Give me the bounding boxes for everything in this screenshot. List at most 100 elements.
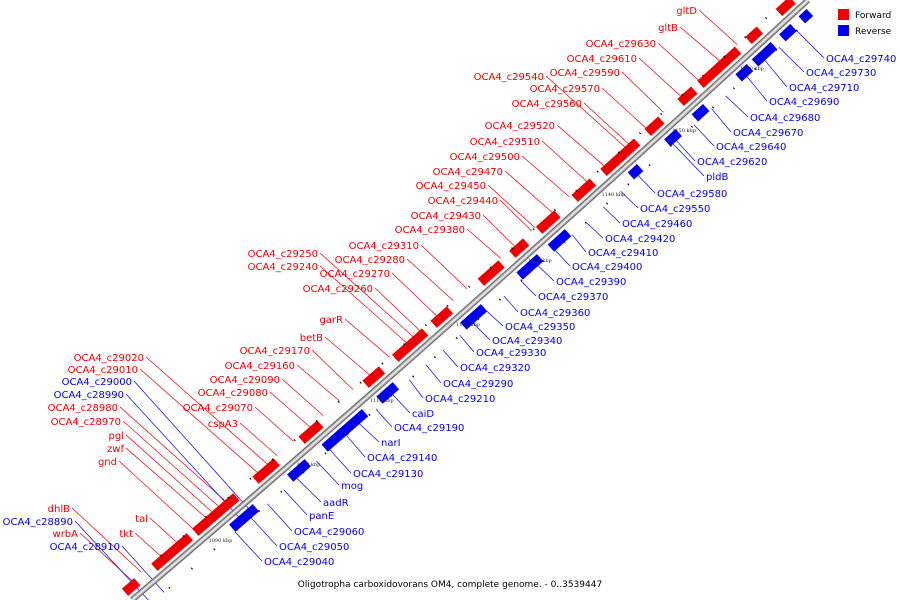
reverse-leader-line (672, 143, 705, 177)
forward-leader-line (698, 9, 738, 45)
forward-leader-line (601, 87, 647, 129)
reverse-leader-line (572, 234, 587, 253)
forward-label-cspa3: cspA3 (208, 419, 238, 430)
tick-label-1160-kbp: 1160 kbp (740, 66, 764, 72)
forward-leader-line (125, 434, 213, 513)
tick-mark (511, 247, 514, 250)
forward-gene-2 (192, 493, 240, 536)
reverse-leader-line (503, 295, 519, 313)
tick-mark (627, 183, 630, 186)
forward-gene-7 (430, 306, 454, 328)
forward-label-oca4-c29260: OCA4_c29260 (303, 284, 373, 295)
reverse-label-pane: panE (309, 511, 334, 522)
reverse-leader-line (778, 46, 805, 73)
tick-label-1110-kbp: 1110 kbp (370, 398, 394, 404)
reverse-label-oca4-c29710: OCA4_c29710 (789, 83, 859, 94)
forward-leader-line (621, 71, 664, 113)
forward-leader-line (145, 356, 268, 465)
tick-mark (702, 74, 705, 77)
forward-leader-line (71, 507, 142, 573)
forward-gene-12 (600, 138, 641, 177)
tick-mark (257, 509, 261, 513)
tick-mark (638, 132, 642, 135)
legend-forward-label: Forward (855, 11, 891, 21)
tick-mark (744, 36, 747, 39)
reverse-label-oca4-c29370: OCA4_c29370 (538, 292, 608, 303)
reverse-label-oca4-c29640: OCA4_c29640 (716, 142, 786, 153)
reverse-leader-line (603, 206, 621, 224)
tick-mark (182, 535, 185, 538)
tick-mark (774, 48, 778, 51)
tick-mark (532, 228, 535, 231)
reverse-label-oca4-c29410: OCA4_c29410 (588, 248, 658, 259)
forward-label-betb: betB (300, 333, 323, 344)
tick-mark (584, 221, 587, 224)
forward-label-oca4-c29510: OCA4_c29510 (470, 137, 540, 148)
reverse-gene-1 (286, 459, 311, 482)
reverse-label-caid: caiD (412, 409, 434, 420)
reverse-leader-line (392, 394, 411, 414)
reverse-leader-line (442, 349, 459, 368)
forward-label-oca4-c28970: OCA4_c28970 (51, 417, 121, 428)
reverse-label-oca4-c29390: OCA4_c29390 (556, 277, 626, 288)
tick-label-1120-kbp: 1120 kbp (456, 322, 480, 328)
reverse-leader-line (585, 222, 604, 239)
forward-leader-line (545, 75, 626, 148)
reverse-gene-9 (691, 103, 710, 122)
tick-mark (302, 471, 305, 474)
tick-mark (271, 458, 274, 461)
forward-label-gnd: gnd (98, 457, 117, 468)
tick-mark (711, 106, 715, 109)
tick-mark (764, 16, 768, 20)
forward-label-garr: garR (319, 315, 343, 326)
tick-mark (213, 548, 216, 551)
tick-mark (723, 55, 726, 58)
tick-mark (498, 298, 502, 301)
reverse-label-oca4-c29290: OCA4_c29290 (443, 379, 513, 390)
reverse-gene-11 (751, 41, 778, 67)
forward-label-gltb: gltB (658, 23, 678, 34)
tick-mark (368, 413, 371, 416)
forward-label-oca4-c29310: OCA4_c29310 (349, 241, 419, 252)
forward-label-oca4-c29240: OCA4_c29240 (248, 262, 318, 273)
reverse-label-oca4-c29190: OCA4_c29190 (394, 423, 464, 434)
forward-label-oca4-c28980: OCA4_c28980 (48, 403, 118, 414)
reverse-leader-line (359, 423, 380, 443)
forward-label-dhlb: dhlB (48, 504, 70, 515)
reverse-leader-line (409, 379, 424, 399)
reverse-label-oca4-c29580: OCA4_c29580 (657, 189, 727, 200)
forward-gene-15 (697, 46, 742, 89)
reverse-label-oca4-c29360: OCA4_c29360 (520, 308, 590, 319)
reverse-leader-line (250, 517, 278, 547)
legend-reverse-label: Reverse (855, 27, 892, 37)
reverse-label-oca4-c29320: OCA4_c29320 (460, 363, 530, 374)
forward-leader-line (319, 252, 414, 337)
forward-leader-line (269, 391, 311, 428)
forward-gene-11 (571, 178, 597, 202)
tick-mark (249, 477, 252, 480)
reverse-gene-3 (376, 382, 400, 404)
reverse-label-oca4-c28910: OCA4_c28910 (50, 542, 120, 553)
forward-leader-line (324, 336, 370, 376)
reverse-leader-line (121, 545, 165, 593)
reverse-label-oca4-c29330: OCA4_c29330 (476, 348, 546, 359)
forward-leader-line (296, 364, 340, 402)
forward-gene-8 (477, 260, 505, 286)
scale-ticks: 1090 kbp 1100 kbp 1110 kbp 1120 kbp 1130 kbp… (160, 0, 798, 589)
reverse-gene-6 (547, 229, 572, 252)
reverse-leader-line (764, 59, 788, 88)
forward-label-oca4-c29020: OCA4_c29020 (74, 353, 144, 364)
tick-label-1090-kbp: 1090 kbp (209, 538, 233, 544)
forward-leader-line (657, 42, 699, 81)
forward-label-oca4-c29380: OCA4_c29380 (395, 225, 465, 236)
tick-mark (324, 452, 327, 455)
forward-gene-3 (252, 458, 280, 484)
forward-gene-0 (121, 578, 141, 596)
legend-forward-swatch (838, 9, 849, 20)
genome-backbone (130, 0, 811, 600)
tick-mark (359, 381, 362, 384)
reverse-gene-2 (321, 409, 369, 452)
forward-leader-line (541, 140, 588, 182)
tick-mark (605, 202, 609, 205)
